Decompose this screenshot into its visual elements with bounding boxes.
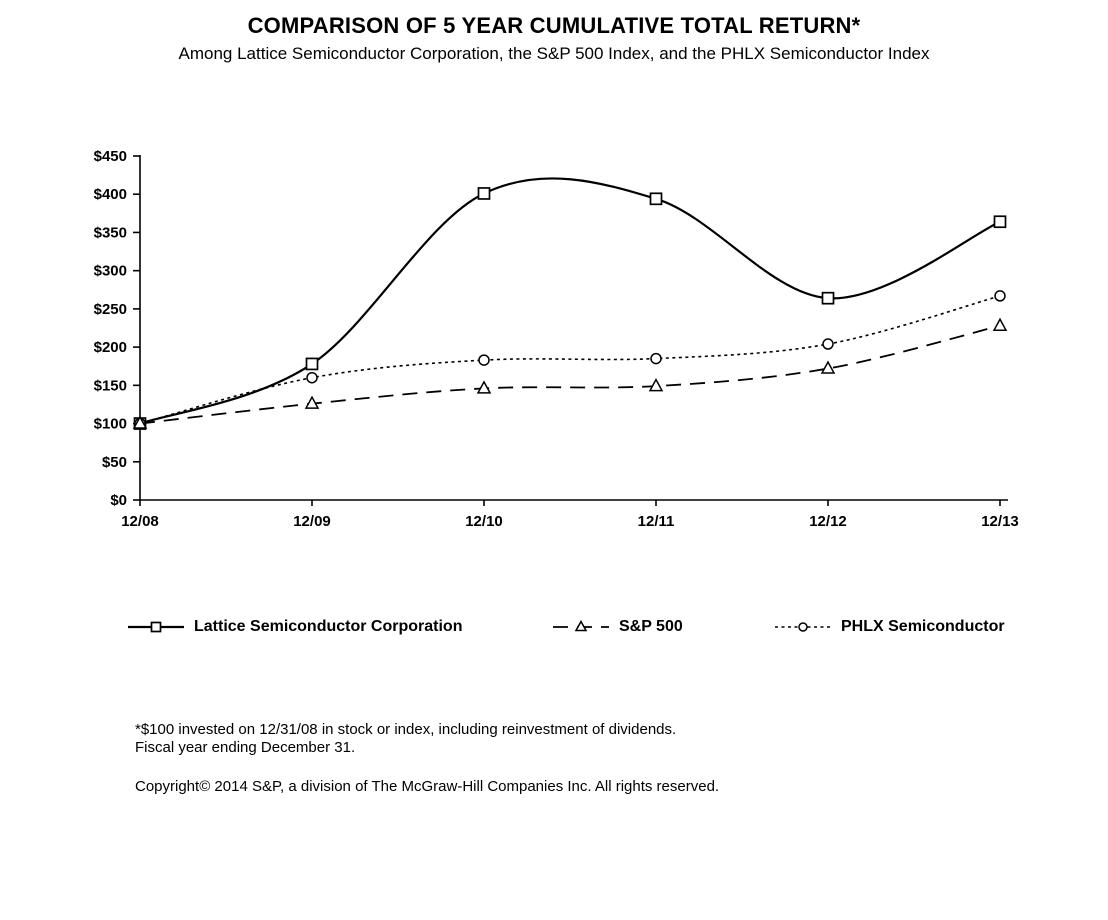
triangle-marker-icon bbox=[476, 380, 492, 394]
y-tick-label: $400 bbox=[94, 186, 127, 203]
legend-item-1: Lattice Semiconductor Corporation bbox=[127, 618, 462, 636]
footnote-line-1: *$100 invested on 12/31/08 in stock or i… bbox=[135, 721, 677, 738]
x-tick-label: 12/12 bbox=[809, 513, 847, 530]
circle-line-sample-icon bbox=[775, 622, 831, 632]
triangle-marker-icon bbox=[648, 378, 664, 392]
square-marker-icon bbox=[649, 192, 663, 206]
y-tick-label: $50 bbox=[102, 454, 127, 471]
footnote-line-2: Fiscal year ending December 31. bbox=[135, 739, 356, 756]
square-marker-icon bbox=[821, 291, 835, 305]
legend-label: S&P 500 bbox=[619, 618, 683, 635]
circle-marker-icon bbox=[306, 371, 318, 384]
legend-label: Lattice Semiconductor Corporation bbox=[194, 618, 463, 635]
triangle-marker-icon bbox=[992, 317, 1008, 331]
x-tick-label: 12/09 bbox=[293, 513, 331, 530]
copyright-line: Copyright© 2014 S&P, a division of The M… bbox=[135, 778, 720, 795]
triangle-marker-icon bbox=[574, 619, 588, 632]
y-tick-label: $100 bbox=[94, 416, 127, 433]
y-tick-label: $0 bbox=[110, 492, 127, 509]
y-tick-label: $250 bbox=[94, 301, 127, 318]
y-tick-label: $300 bbox=[94, 263, 127, 280]
legend-label: PHLX Semiconductor bbox=[841, 618, 1005, 635]
legend-item-2: S&P 500 bbox=[552, 618, 683, 636]
line-chart: $0 $50 $100 $150 $200 $250 $300 $350 $400 $450 12/… bbox=[94, 148, 1019, 530]
square-marker-icon bbox=[477, 187, 491, 200]
circle-marker-icon bbox=[798, 622, 808, 632]
circle-marker-icon bbox=[478, 354, 490, 366]
x-tick-label: 12/08 bbox=[121, 513, 159, 530]
triangle-line-sample-icon bbox=[553, 619, 609, 632]
x-tick-label: 12/13 bbox=[981, 513, 1019, 530]
square-line-sample-icon bbox=[128, 621, 184, 633]
circle-marker-icon bbox=[822, 338, 834, 350]
legend-item-3: PHLX Semiconductor bbox=[774, 618, 1005, 636]
x-tick-label: 12/10 bbox=[465, 513, 503, 530]
x-tick-label: 12/11 bbox=[638, 513, 675, 530]
triangle-marker-icon bbox=[132, 415, 148, 429]
square-marker-icon bbox=[993, 215, 1007, 229]
y-tick-label: $150 bbox=[94, 377, 127, 394]
square-marker-icon bbox=[150, 621, 162, 633]
series-line-3 bbox=[139, 295, 1001, 425]
series-line-2 bbox=[139, 324, 1001, 425]
triangle-marker-icon bbox=[820, 360, 836, 374]
y-tick-label: $200 bbox=[94, 339, 127, 356]
y-tick-label: $450 bbox=[94, 148, 127, 165]
circle-marker-icon bbox=[650, 352, 662, 365]
series-line-1 bbox=[139, 177, 1001, 425]
square-marker-icon bbox=[305, 357, 319, 371]
triangle-marker-icon bbox=[304, 395, 320, 409]
chart-subtitle: Among Lattice Semiconductor Corporation,… bbox=[178, 44, 930, 63]
chart-legend: Lattice Semiconductor Corporation S&P 500… bbox=[0, 618, 1108, 644]
y-tick-label: $350 bbox=[94, 224, 127, 241]
chart-title: COMPARISON OF 5 YEAR CUMULATIVE TOTAL RE… bbox=[247, 13, 861, 38]
circle-marker-icon bbox=[994, 290, 1006, 302]
footnotes: *$100 invested on 12/31/08 in stock or i… bbox=[135, 721, 676, 757]
